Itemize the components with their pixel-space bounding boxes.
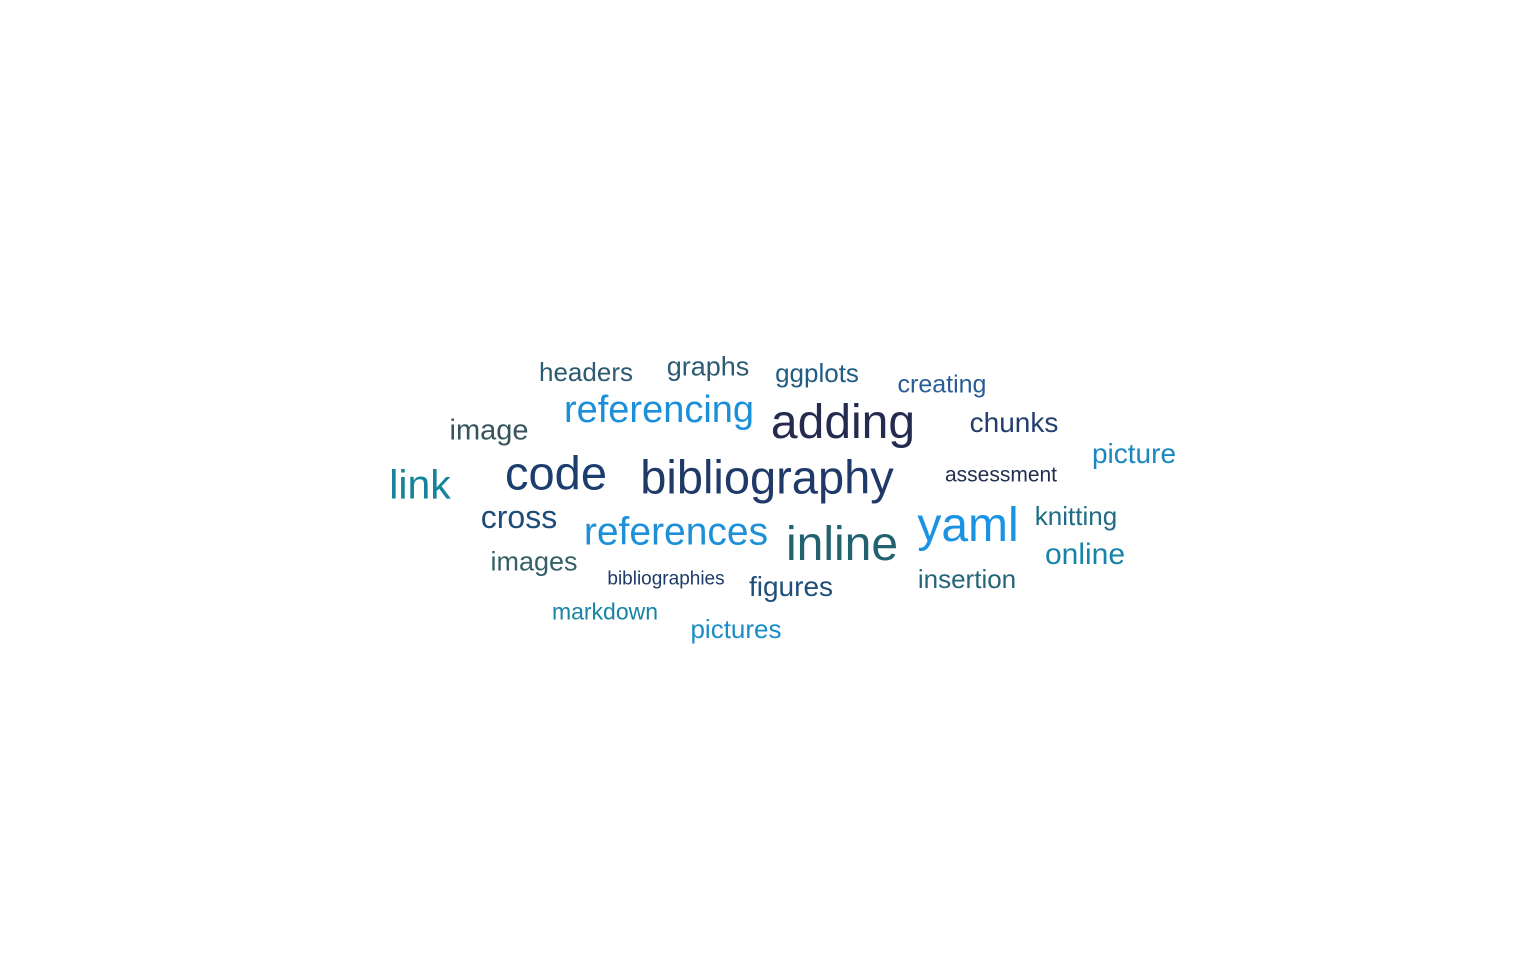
word-markdown: markdown [551, 598, 659, 625]
word-chunks: chunks [969, 407, 1059, 438]
word-referencing: referencing [563, 389, 755, 431]
word-inline: inline [785, 518, 899, 571]
word-assessment: assessment [944, 463, 1058, 487]
word-ggplots: ggplots [775, 358, 859, 388]
word-references: references [583, 510, 769, 554]
word-online: online [1044, 538, 1126, 571]
word-yaml: yaml [917, 499, 1019, 552]
word-insertion: insertion [917, 564, 1017, 594]
word-images: images [490, 546, 578, 577]
word-cross: cross [480, 499, 558, 535]
word-graphs: graphs [666, 351, 750, 382]
word-image: image [449, 414, 529, 447]
word-creating: creating [897, 370, 987, 399]
word-bibliography: bibliography [640, 450, 894, 504]
word-bibliographies: bibliographies [607, 568, 725, 590]
word-picture: picture [1091, 438, 1177, 469]
word-adding: adding [770, 396, 916, 449]
word-figures: figures [748, 571, 834, 602]
word-headers: headers [539, 357, 633, 387]
word-link: link [389, 461, 451, 508]
word-code: code [505, 446, 607, 500]
word-knitting: knitting [1034, 501, 1118, 531]
word-pictures: pictures [690, 614, 782, 644]
